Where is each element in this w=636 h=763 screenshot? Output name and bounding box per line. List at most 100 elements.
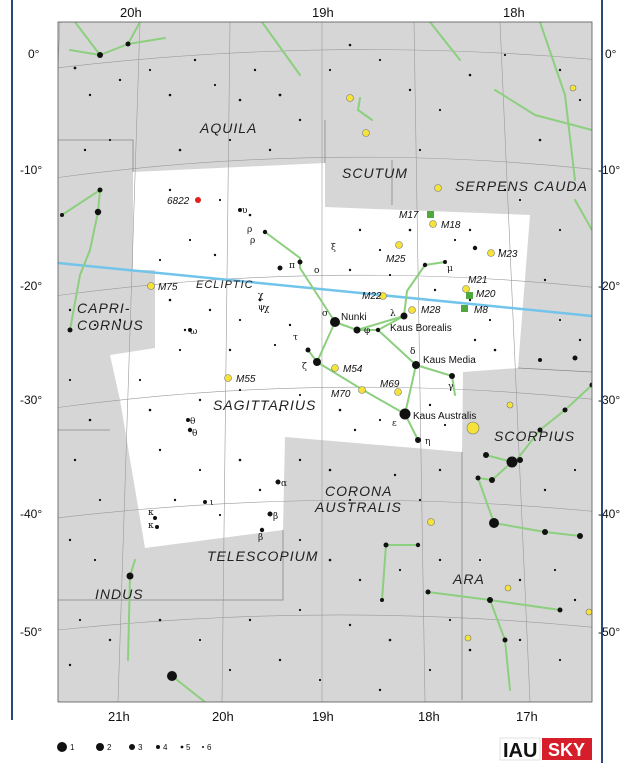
label-m22: M22 [362, 291, 382, 302]
ra-top-18h: 18h [503, 5, 525, 20]
bayer-kappa1: κ [148, 508, 154, 518]
ra-bottom-18h: 18h [418, 709, 440, 724]
bayer-theta2: θ [190, 417, 195, 427]
bayer-zeta: ζ [302, 362, 307, 372]
dec-right-0: 0° [605, 47, 617, 61]
const-corona-2: AUSTRALIS [314, 499, 402, 515]
label-m28: M28 [421, 305, 441, 316]
bayer-beta1: β [273, 512, 278, 522]
bayer-epsilon: ε [392, 419, 397, 429]
dec-right-20: -20° [598, 279, 620, 293]
bayer-chi3: χ [258, 291, 264, 301]
dec-left-10: -10° [20, 163, 42, 177]
legend-1: 1 [70, 743, 75, 752]
legend-5: 5 [186, 743, 191, 752]
label-m23: M23 [498, 249, 518, 260]
legend-3: 3 [138, 743, 143, 752]
map-frame [57, 21, 593, 703]
publisher-logo: IAU SKY [499, 737, 592, 762]
dec-left-20: -20° [20, 279, 42, 293]
label-m17: M17 [399, 210, 419, 221]
bayer-psi: ψ [258, 303, 265, 313]
label-m20: M20 [476, 289, 496, 300]
bayer-iota: ι [210, 498, 214, 508]
bayer-gamma: γ [448, 382, 453, 392]
messier-labels: M17 M18 M23 M25 M21 M20 M22 M28 M8 M75 M… [158, 196, 518, 400]
bayer-xi: ξ [331, 243, 336, 253]
legend-2: 2 [107, 743, 112, 752]
const-serpens: SERPENS CAUDA [455, 178, 588, 194]
label-kaus-australis: Kaus Australis [413, 411, 476, 422]
bayer-theta1: θ [192, 429, 197, 439]
const-capricornus-2: CORNUS [77, 317, 144, 333]
label-kaus-borealis: Kaus Borealis [390, 323, 452, 334]
bayer-omicron: ο [314, 266, 319, 276]
dec-left-50: -50° [20, 625, 42, 639]
logo-sky: SKY [548, 740, 585, 760]
label-ngc6822: 6822 [167, 196, 190, 207]
bayer-sigma: σ [322, 309, 328, 319]
magnitude-legend: 1 2 3 4 5 6 [57, 742, 212, 752]
bayer-alpha: α [281, 479, 287, 489]
label-m75: M75 [158, 282, 178, 293]
bayer-rho1: ρ [247, 225, 252, 235]
bayer-kappa2: κ [148, 521, 154, 531]
ra-bottom-19h: 19h [312, 709, 334, 724]
label-m54: M54 [343, 364, 363, 375]
constellation-names: AQUILA SCUTUM SERPENS CAUDA CAPRI- CORNU… [77, 120, 588, 602]
ra-top-19h: 19h [312, 5, 334, 20]
dec-right-30: -30° [598, 393, 620, 407]
const-sagittarius: SAGITTARIUS [213, 397, 316, 413]
const-ara: ARA [452, 571, 485, 587]
bright-stars [60, 41, 592, 681]
const-scorpius: SCORPIUS [494, 428, 575, 444]
const-corona-1: CORONA [325, 483, 392, 499]
label-m69: M69 [380, 379, 400, 390]
ra-top-20h: 20h [120, 5, 142, 20]
logo-iau: IAU [503, 740, 537, 762]
label-m18: M18 [441, 220, 461, 231]
bayer-rho2: ρ [250, 236, 255, 246]
const-aquila: AQUILA [199, 120, 257, 136]
dec-left-40: -40° [20, 507, 42, 521]
bayer-labels: σ τ ζ φ λ δ γ ε η μ π ο ξ ψ ω υ ρ ρ χ χ … [148, 206, 453, 543]
const-scutum: SCUTUM [342, 165, 408, 181]
bayer-eta: η [425, 437, 430, 447]
ra-labels-bottom: 21h 20h 19h 18h 17h [108, 709, 538, 724]
ra-bottom-20h: 20h [212, 709, 234, 724]
const-capricornus-1: CAPRI- [77, 300, 130, 316]
boundaries [58, 120, 592, 700]
dec-left-30: -30° [20, 393, 42, 407]
named-star-labels: Nunki Kaus Borealis Kaus Media Kaus Aust… [341, 312, 476, 422]
dec-labels-left: 0° -10° -20° -30° -40° -50° [20, 47, 42, 639]
ra-bottom-17h: 17h [516, 709, 538, 724]
bayer-delta: δ [410, 347, 415, 357]
bayer-beta2: β [258, 533, 263, 543]
legend-4: 4 [163, 743, 168, 752]
label-m70: M70 [331, 389, 351, 400]
const-indus: INDUS [95, 586, 144, 602]
ra-grid [58, 22, 531, 702]
label-kaus-media: Kaus Media [423, 355, 476, 366]
const-telescopium: TELESCOPIUM [207, 548, 318, 564]
label-m8: M8 [474, 305, 488, 316]
ra-bottom-21h: 21h [108, 709, 130, 724]
bayer-mu: μ [447, 264, 453, 274]
dec-grid [58, 49, 592, 631]
label-nunki: Nunki [341, 312, 367, 323]
dec-right-40: -40° [598, 507, 620, 521]
label-m25: M25 [386, 254, 406, 265]
ra-labels-top: 20h 19h 18h [120, 5, 525, 20]
bayer-upsilon: υ [242, 206, 248, 216]
bayer-phi: φ [364, 326, 370, 336]
bayer-tau: τ [293, 333, 298, 343]
bayer-omega: ω [190, 327, 197, 337]
ecliptic-label: ECLIPTIC [196, 279, 254, 291]
ecliptic-line [58, 261, 592, 318]
bayer-lambda: λ [390, 309, 396, 319]
bayer-pi: π [289, 261, 295, 271]
messier-objects [147, 84, 592, 642]
background-stars [68, 43, 582, 692]
dec-left-0: 0° [28, 47, 40, 61]
